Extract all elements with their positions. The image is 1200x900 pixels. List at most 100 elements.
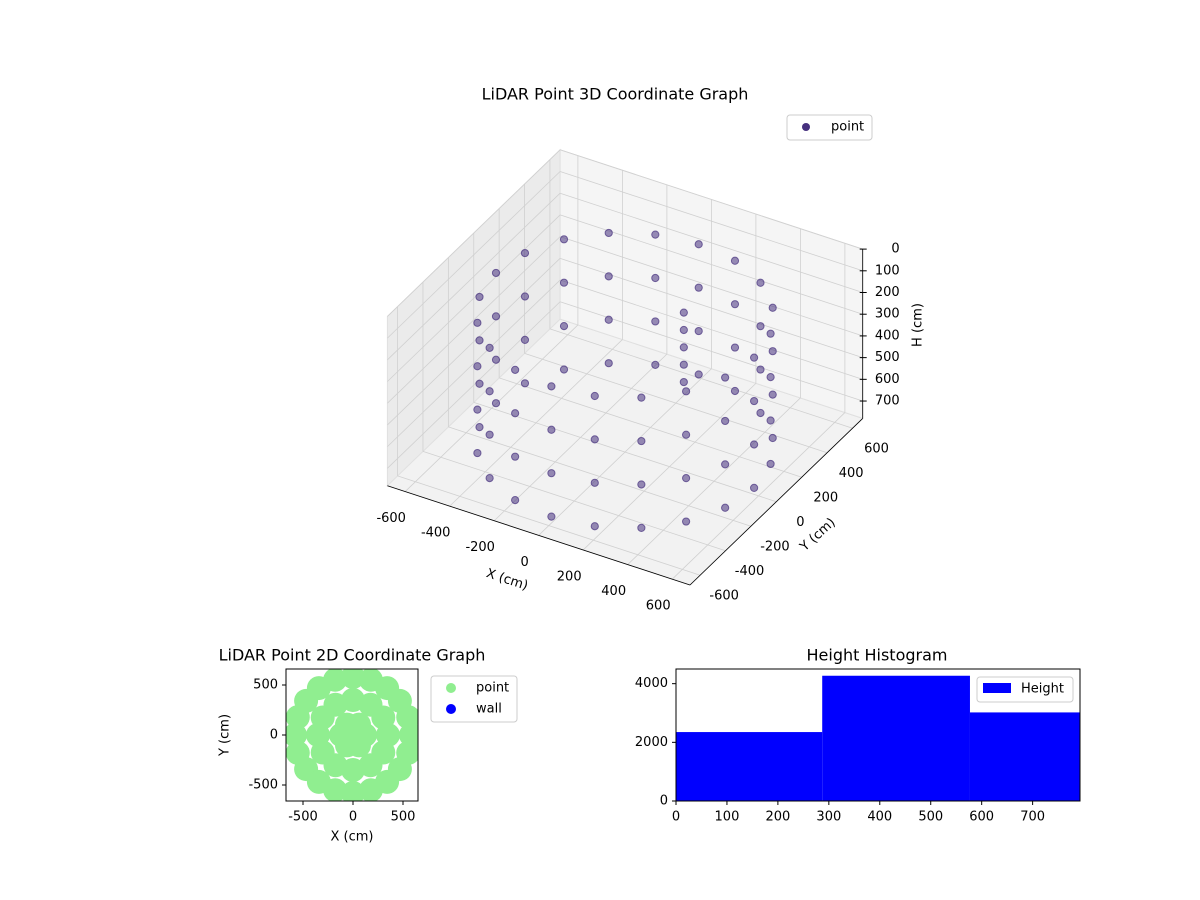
point (651, 230, 660, 239)
point (491, 312, 501, 321)
chart-title: LiDAR Point 3D Coordinate Graph (482, 85, 749, 104)
point (768, 347, 777, 356)
grid-line (559, 149, 863, 250)
z-tick-label: 700 (875, 394, 900, 409)
point (651, 360, 660, 369)
point (604, 315, 613, 324)
point (547, 469, 556, 478)
point (694, 240, 703, 249)
legend-marker (446, 704, 456, 714)
point (371, 740, 396, 765)
grid-line (397, 475, 701, 576)
point (559, 278, 569, 287)
grid-line (559, 236, 863, 337)
point (730, 300, 740, 309)
point (511, 365, 520, 374)
x-tick-label: 600 (646, 599, 671, 614)
grid-line (524, 353, 828, 454)
z-tick-label: 400 (875, 328, 900, 343)
point (768, 433, 777, 443)
x-tick-label: 400 (601, 584, 626, 599)
point (475, 379, 484, 388)
plot-area (286, 669, 418, 801)
point (396, 740, 418, 765)
grid-line (387, 192, 561, 361)
y-tick-label: 400 (839, 466, 864, 481)
x-tick-label: -400 (421, 526, 451, 541)
legend-swatch (983, 683, 1011, 693)
point (547, 512, 556, 521)
point (475, 336, 484, 345)
point (547, 382, 556, 391)
point (679, 308, 688, 317)
point (485, 430, 494, 439)
point (520, 379, 530, 388)
x-axis-label: X (cm) (331, 830, 374, 845)
point (590, 435, 599, 444)
z-axis-label: H (cm) (911, 303, 926, 347)
x-tick-label: 500 (918, 810, 943, 825)
y-axis-label: Y (cm) (218, 714, 233, 757)
point (730, 343, 740, 352)
point (694, 326, 703, 336)
x-tick-label: -600 (376, 511, 406, 526)
x-tick-label: 0 (672, 810, 680, 825)
grid-line (473, 402, 777, 503)
point (559, 235, 569, 244)
point (520, 248, 530, 258)
z-tick-label: 200 (875, 285, 900, 300)
y-tick-label: 200 (813, 491, 838, 506)
point (475, 423, 484, 432)
x-tick-label: 500 (391, 810, 416, 825)
grid-line (387, 171, 561, 339)
point (323, 778, 348, 801)
y-tick-label: 0 (270, 728, 278, 743)
point (637, 393, 646, 402)
point (694, 370, 703, 379)
point (604, 272, 613, 281)
point (473, 318, 482, 327)
point (358, 669, 383, 692)
point (682, 517, 691, 526)
grid-line (422, 451, 726, 552)
point (491, 355, 501, 364)
z-tick-label: 600 (875, 372, 900, 387)
point (682, 474, 691, 483)
y-tick-label: 0 (796, 515, 804, 530)
point (766, 372, 775, 382)
point (679, 325, 688, 335)
point (341, 723, 365, 747)
y-tick-label: -600 (709, 589, 739, 604)
x-tick-label: 0 (521, 555, 529, 570)
x-tick-label: 200 (557, 569, 582, 584)
grid-line (499, 377, 802, 478)
point (730, 256, 740, 265)
point (756, 278, 765, 287)
point (590, 478, 599, 487)
point (768, 390, 777, 399)
point (750, 440, 759, 449)
point (286, 705, 310, 730)
y-tick-label: 0 (660, 794, 668, 809)
y-tick-label: 500 (253, 678, 278, 693)
point (485, 343, 494, 352)
grid-line (387, 279, 561, 447)
point (559, 365, 569, 374)
point (694, 283, 703, 292)
point (730, 386, 740, 396)
y-tick-label: 2000 (635, 735, 668, 750)
point (679, 377, 688, 387)
point (485, 473, 494, 483)
point (766, 329, 775, 338)
y-tick-label: 600 (864, 442, 889, 457)
grid-line (387, 214, 561, 382)
point (491, 399, 501, 408)
point (286, 723, 307, 747)
y-tick-label: -400 (735, 564, 765, 579)
legend-label: point (476, 681, 509, 696)
point (473, 362, 482, 371)
point (679, 343, 688, 352)
legend-marker (446, 683, 456, 693)
axis-line (387, 485, 691, 586)
